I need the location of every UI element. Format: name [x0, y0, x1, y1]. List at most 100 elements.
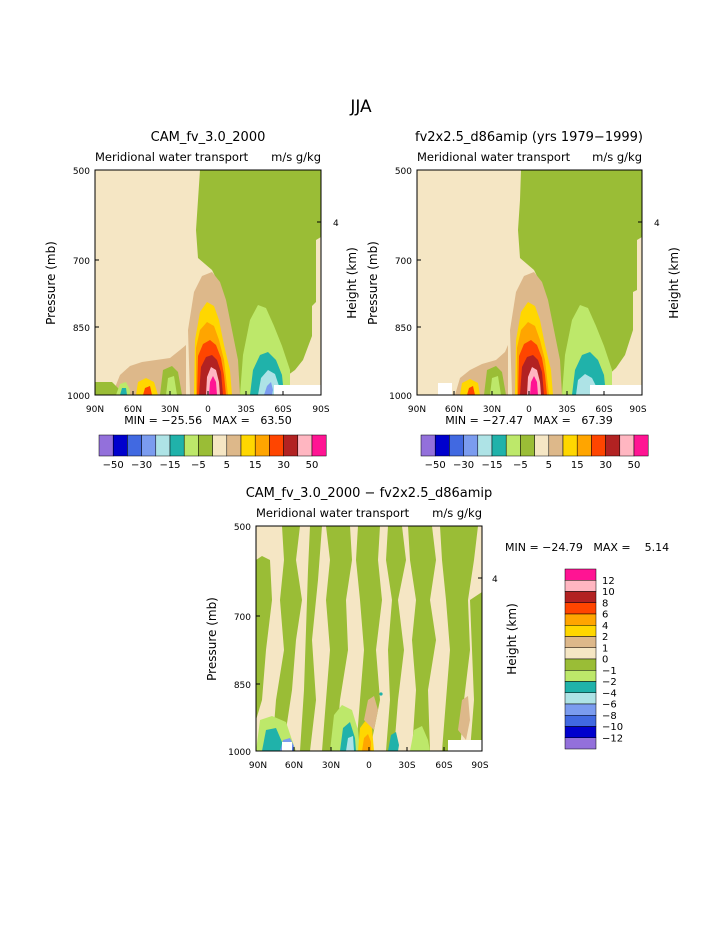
panel-3-xtick-30n: 30N — [322, 761, 340, 771]
colorbar-swatch — [297, 434, 313, 457]
panel-1-stats: MIN = −25.56 MAX = 63.50 — [124, 414, 292, 427]
panel-3-ytick-700: 700 — [234, 613, 251, 623]
colorbar-label: 4 — [602, 621, 608, 632]
colorbar-swatch — [269, 434, 284, 457]
panel-1-xtick-0: 0 — [205, 405, 211, 415]
panel-2-xtick-30n: 30N — [483, 405, 501, 415]
panel-2-plot — [417, 170, 642, 395]
panel-1-xtick-90s: 90S — [312, 405, 329, 415]
colorbar-swatch — [564, 703, 597, 716]
colorbar-label: −12 — [602, 733, 623, 744]
colorbar-label: −50 — [425, 460, 446, 471]
panel-3-xtick-30s: 30S — [398, 761, 415, 771]
colorbar-label: 50 — [306, 460, 319, 471]
panel-2-xtick-90s: 90S — [629, 405, 646, 415]
colorbar-swatch — [564, 715, 597, 727]
panel-2-title: fv2x2.5_d86amip (yrs 1979−1999) — [415, 130, 643, 145]
colorbar-label: −15 — [481, 460, 502, 471]
colorbar-label: −5 — [513, 460, 528, 471]
colorbar-label: −5 — [191, 460, 206, 471]
panel-1-ylabel-right: Height (km) — [345, 247, 359, 318]
colorbar-swatch — [576, 434, 592, 457]
panel-3-ytick-500: 500 — [234, 523, 251, 533]
panel-2-colorbar: −50 −30 −15 −5 5 15 30 50 — [420, 434, 649, 471]
colorbar-label: −15 — [159, 460, 180, 471]
panel-3-ytick-850: 850 — [234, 681, 251, 691]
colorbar-label: 50 — [628, 460, 641, 471]
panel-3-subtitle: Meridional water transport — [256, 506, 410, 520]
colorbar-swatch — [520, 434, 535, 457]
colorbar-swatch — [434, 434, 450, 457]
panel-2-axes — [416, 169, 643, 396]
panel-3-xtick-60n: 60N — [285, 761, 303, 771]
colorbar-swatch — [212, 434, 228, 457]
panel-3-xtick-90n: 90N — [249, 761, 267, 771]
colorbar-swatch — [564, 726, 597, 738]
panel-3-axes — [255, 525, 483, 752]
panel-3-ylabel-right: Height (km) — [505, 603, 519, 674]
colorbar-label: −2 — [602, 677, 617, 688]
panel-3-units: m/s g/kg — [432, 506, 482, 520]
colorbar-swatch — [463, 434, 479, 457]
panel-1-ylabel: Pressure (mb) — [44, 241, 58, 325]
panel-2-ytick-700: 700 — [395, 257, 412, 267]
panel-1-rtick-4: 4 — [333, 219, 339, 229]
page-title: JJA — [349, 97, 372, 117]
colorbar-swatch — [141, 434, 157, 457]
colorbar-label: 15 — [249, 460, 262, 471]
colorbar-swatch — [564, 613, 597, 626]
colorbar-label: 5 — [546, 460, 552, 471]
panel-2-ytick-500: 500 — [395, 167, 412, 177]
panel-3-xtick-60s: 60S — [435, 761, 452, 771]
colorbar-swatch — [562, 434, 578, 457]
colorbar-swatch — [548, 434, 564, 457]
panel-1-title: CAM_fv_3.0_2000 — [151, 130, 266, 145]
panel-3-ytick-1000: 1000 — [228, 748, 251, 758]
colorbar-label: 5 — [224, 460, 230, 471]
colorbar-label: 10 — [602, 587, 615, 598]
colorbar-label: −10 — [602, 722, 623, 733]
colorbar-swatch — [564, 737, 597, 750]
colorbar-swatch — [420, 434, 436, 457]
panel-3: CAM_fv_3.0_2000 − fv2x2.5_d86amip Meridi… — [205, 486, 669, 771]
colorbar-swatch — [477, 434, 493, 457]
panel-1-xtick-90n: 90N — [86, 405, 104, 415]
colorbar-label: −8 — [602, 711, 617, 722]
colorbar-label: 30 — [599, 460, 612, 471]
panel-3-stats: MIN = −24.79 MAX = 5.14 — [505, 541, 669, 554]
panel-2-xtick-60s: 60S — [595, 405, 612, 415]
panel-1: CAM_fv_3.0_2000 Meridional water transpo… — [44, 130, 359, 471]
colorbar-swatch — [127, 434, 142, 457]
panel-1-units: m/s g/kg — [271, 150, 321, 164]
colorbar-swatch — [591, 434, 606, 457]
colorbar-swatch — [311, 434, 327, 457]
colorbar-label: −6 — [602, 700, 617, 711]
panel-2-xtick-60n: 60N — [445, 405, 463, 415]
colorbar-swatch — [534, 434, 550, 457]
panel-1-xtick-60s: 60S — [274, 405, 291, 415]
colorbar-swatch — [564, 580, 597, 592]
colorbar-swatch — [449, 434, 464, 457]
colorbar-label: 15 — [571, 460, 584, 471]
panel-3-title: CAM_fv_3.0_2000 − fv2x2.5_d86amip — [246, 486, 493, 501]
colorbar-swatch — [283, 434, 299, 457]
panel-1-ytick-500: 500 — [73, 167, 90, 177]
panel-2-ylabel: Pressure (mb) — [366, 241, 380, 325]
panel-2: fv2x2.5_d86amip (yrs 1979−1999) Meridion… — [366, 130, 681, 471]
colorbar-label: −4 — [602, 688, 617, 699]
colorbar-swatch — [605, 434, 621, 457]
colorbar-swatch — [564, 670, 597, 682]
panel-3-xtick-90s: 90S — [471, 761, 488, 771]
panel-1-ytick-850: 850 — [73, 324, 90, 334]
colorbar-label: 8 — [602, 598, 608, 609]
panel-1-xtick-30s: 30S — [237, 405, 254, 415]
colorbar-swatch — [155, 434, 171, 457]
panel-3-rtick-4: 4 — [492, 575, 498, 585]
panel-2-xtick-90n: 90N — [408, 405, 426, 415]
colorbar-swatch — [619, 434, 635, 457]
panel-2-xtick-30s: 30S — [558, 405, 575, 415]
colorbar-swatch — [169, 434, 185, 457]
colorbar-label: 6 — [602, 610, 608, 621]
